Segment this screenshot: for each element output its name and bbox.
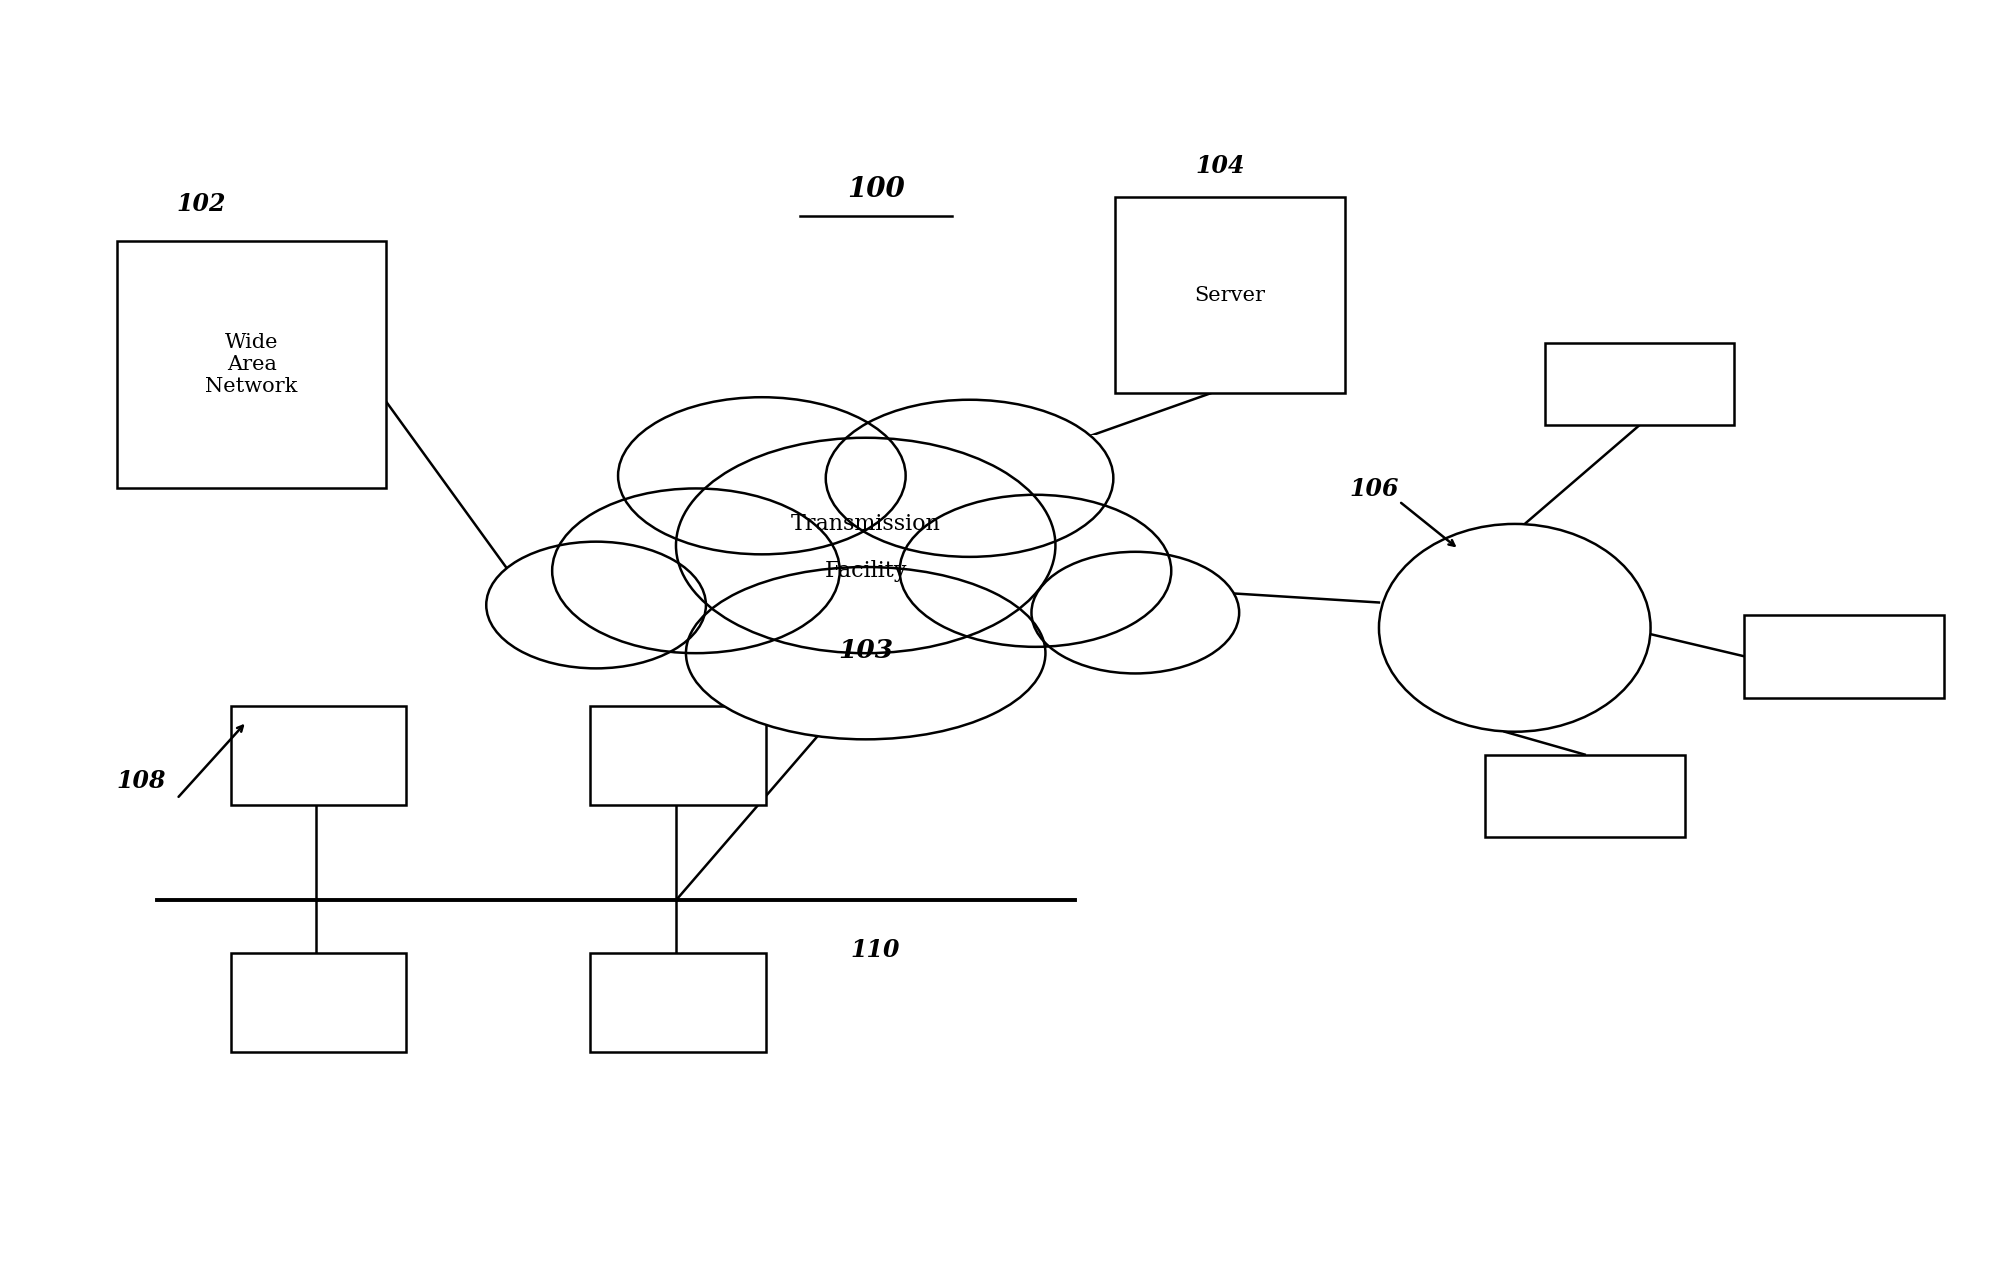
Bar [1484,755,1685,836]
Text: 103: 103 [839,638,893,664]
Ellipse shape [487,542,706,669]
Ellipse shape [553,488,841,653]
Ellipse shape [686,567,1046,739]
Bar [547,436,1178,701]
Ellipse shape [686,567,1046,739]
Text: Wide
Area
Network: Wide Area Network [205,333,298,396]
Ellipse shape [617,397,905,555]
Text: Server: Server [1195,286,1265,305]
Ellipse shape [827,400,1114,557]
Bar [231,706,406,806]
Text: 108: 108 [117,769,167,793]
Bar [117,241,386,488]
Text: 110: 110 [851,938,901,962]
Ellipse shape [617,397,905,555]
Ellipse shape [827,400,1114,557]
Ellipse shape [553,488,841,653]
Ellipse shape [899,494,1170,647]
Ellipse shape [1380,524,1651,731]
Text: Facility: Facility [825,560,907,582]
Bar [1116,197,1345,393]
Ellipse shape [1032,552,1239,674]
Text: 104: 104 [1195,154,1245,178]
Ellipse shape [1032,552,1239,674]
Ellipse shape [676,438,1056,653]
Bar [589,706,766,806]
Bar [1544,343,1733,425]
Ellipse shape [899,494,1170,647]
Bar [231,953,406,1052]
Bar [589,953,766,1052]
Text: Transmission: Transmission [790,512,941,535]
Bar [1744,615,1945,698]
Text: 100: 100 [847,177,905,204]
Ellipse shape [487,542,706,669]
Text: 106: 106 [1349,477,1398,501]
Ellipse shape [676,438,1056,653]
Text: 102: 102 [177,192,225,216]
